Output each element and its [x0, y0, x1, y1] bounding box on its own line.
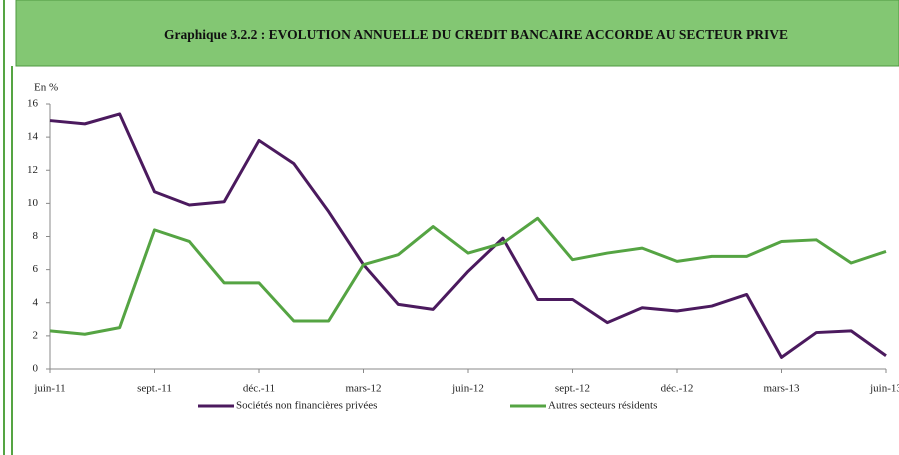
legend-label: Autres secteurs résidents — [548, 400, 657, 412]
y-axis-label: En % — [34, 82, 58, 94]
y-tick-label: 16 — [27, 98, 39, 110]
x-tick-label: juin-12 — [451, 383, 484, 395]
y-tick-label: 14 — [27, 131, 39, 143]
legend-label: Sociétés non financières privées — [236, 400, 377, 412]
series-line — [49, 112, 887, 359]
x-tick-label: juin-11 — [33, 383, 65, 395]
title-banner — [15, 0, 899, 67]
x-tick-label: déc.-11 — [243, 383, 275, 395]
y-tick-label: 6 — [33, 263, 39, 275]
x-tick-label: mars-13 — [763, 383, 800, 395]
chart-title: Graphique 3.2.2 : EVOLUTION ANNUELLE DU … — [164, 27, 788, 42]
x-tick-label: mars-12 — [345, 383, 381, 395]
y-tick-label: 12 — [27, 164, 38, 176]
y-tick-label: 0 — [33, 363, 39, 375]
y-tick-label: 4 — [33, 296, 39, 308]
x-tick-label: juin-13 — [869, 383, 899, 395]
x-tick-label: sept.-11 — [137, 383, 172, 395]
x-tick-label: déc.-12 — [661, 383, 694, 395]
y-tick-label: 10 — [27, 197, 39, 209]
y-tick-label: 8 — [33, 230, 39, 242]
x-tick-label: sept.-12 — [555, 383, 590, 395]
series-line — [49, 216, 887, 336]
y-tick-label: 2 — [33, 329, 39, 341]
